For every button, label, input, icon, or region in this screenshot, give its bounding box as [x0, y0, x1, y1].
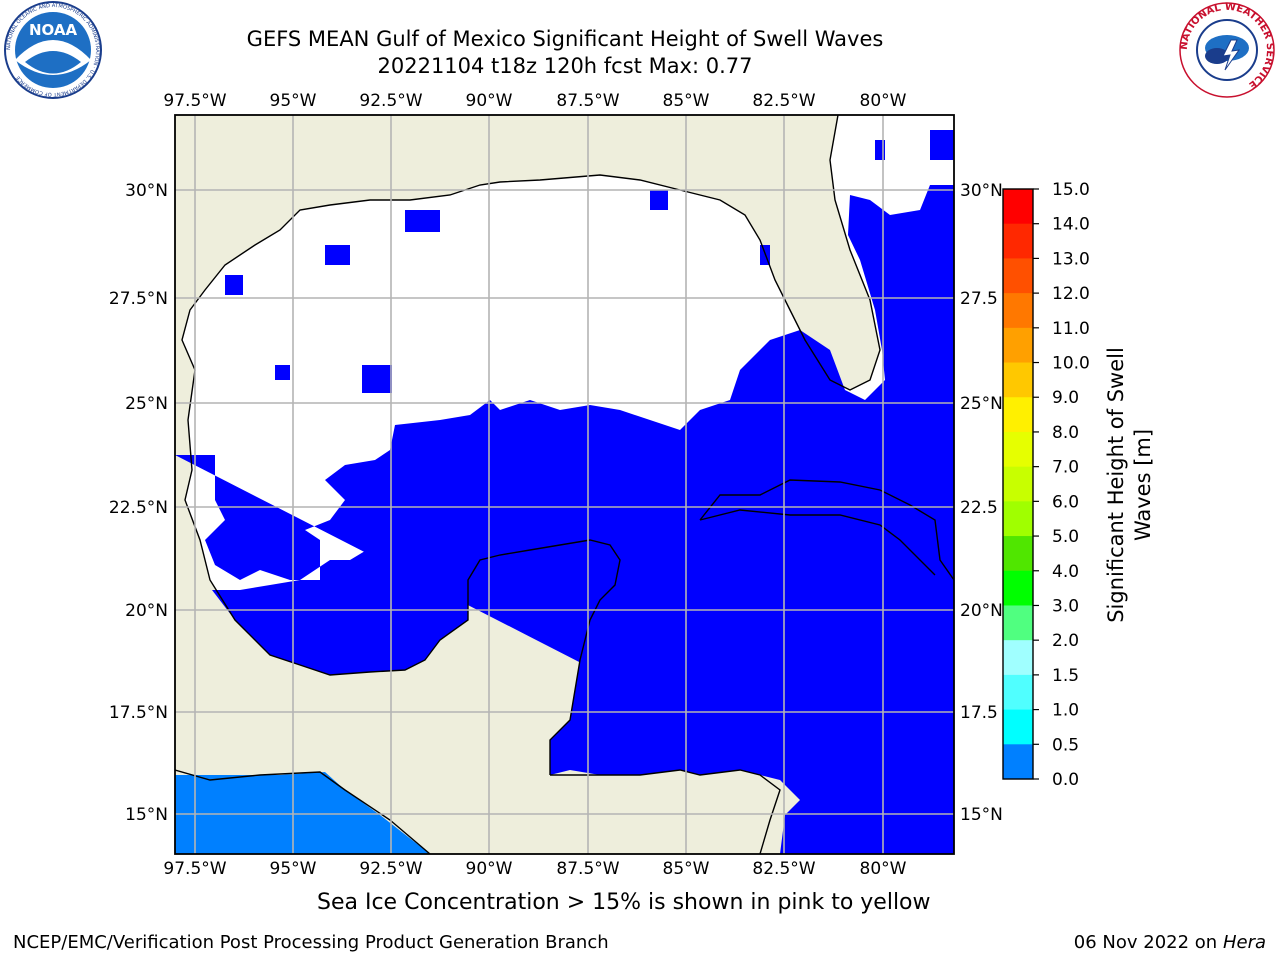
- lon-tick-label: 95°W: [270, 91, 317, 111]
- colorbar-segment: [1003, 744, 1033, 780]
- lat-tick-label-right: 27.5: [960, 289, 998, 309]
- swell-band-0.5-1.0: [175, 772, 430, 854]
- colorbar-tick-label: 15.0: [1052, 180, 1090, 200]
- colorbar-tick-label: 12.0: [1052, 284, 1090, 304]
- colorbar-tick-label: 1.5: [1052, 666, 1079, 686]
- colorbar-segment: [1003, 466, 1033, 502]
- colorbar-tick-label: 4.0: [1052, 562, 1079, 582]
- lat-tick-label-right: 22.5: [960, 498, 998, 518]
- colorbar-segment: [1003, 223, 1033, 259]
- lat-tick-label-right: 17.5: [960, 703, 998, 723]
- lon-tick-label: 97.5°W: [163, 91, 226, 111]
- lat-tick-label: 27.5°N: [109, 289, 168, 309]
- lon-tick-label: 85°W: [663, 91, 710, 111]
- colorbar-tick-label: 5.0: [1052, 527, 1079, 547]
- lon-tick-label: 90°W: [466, 91, 513, 111]
- colorbar-tick-label: 6.0: [1052, 492, 1079, 512]
- colorbar-segment: [1003, 570, 1033, 606]
- colorbar-segment: [1003, 709, 1033, 745]
- swell-patch: [405, 210, 440, 232]
- sea-ice-note: Sea Ice Concentration > 15% is shown in …: [317, 890, 931, 915]
- lon-tick-label-bottom: 87.5°W: [556, 859, 619, 879]
- swell-patch: [362, 365, 392, 393]
- credit-line: NCEP/EMC/Verification Post Processing Pr…: [13, 932, 609, 953]
- colorbar-segment: [1003, 536, 1033, 572]
- colorbar-tick-label: 7.0: [1052, 458, 1079, 478]
- lon-tick-label-bottom: 85°W: [663, 859, 710, 879]
- colorbar-segment: [1003, 501, 1033, 537]
- lon-tick-label-bottom: 80°W: [860, 859, 907, 879]
- colorbar-segment: [1003, 605, 1033, 641]
- coastlines: [175, 115, 954, 854]
- colorbar-segment: [1003, 674, 1033, 711]
- colorbar-segment: [1003, 397, 1033, 433]
- lon-tick-label: 82.5°W: [752, 91, 815, 111]
- colorbar-tick-label: 14.0: [1052, 215, 1090, 235]
- swell-patch: [930, 130, 954, 160]
- colorbar-segment: [1003, 362, 1033, 398]
- lat-tick-label: 17.5°N: [109, 703, 168, 723]
- colorbar-tick-label: 3.0: [1052, 596, 1079, 616]
- lon-tick-label-bottom: 82.5°W: [752, 859, 815, 879]
- swell-patch: [275, 365, 290, 380]
- lon-tick-label: 80°W: [860, 91, 907, 111]
- chart-title: GEFS MEAN Gulf of Mexico Significant Hei…: [246, 27, 884, 51]
- chart-subtitle: 20221104 t18z 120h fcst Max: 0.77: [377, 54, 753, 78]
- lon-tick-label-bottom: 90°W: [466, 859, 513, 879]
- noaa-logo-text: NOAA: [29, 21, 78, 39]
- colorbar-label-line2: Waves [m]: [1131, 429, 1155, 541]
- lon-tick-label-bottom: 95°W: [270, 859, 317, 879]
- host-name: Hera: [1222, 932, 1266, 953]
- swell-patch: [875, 140, 885, 160]
- colorbar-segment: [1003, 431, 1033, 468]
- colorbar-tick-label: 0.5: [1052, 735, 1079, 755]
- lat-tick-label: 15°N: [125, 805, 168, 825]
- date-text: 06 Nov 2022 on: [1073, 932, 1218, 953]
- lat-tick-label: 30°N: [125, 181, 168, 201]
- swell-patch: [650, 190, 668, 210]
- swell-patch: [225, 275, 243, 295]
- colorbar-tick-label: 10.0: [1052, 354, 1090, 374]
- date-line: 06 Nov 2022 on Hera: [1074, 932, 1266, 953]
- colorbar-tick-label: 11.0: [1052, 319, 1090, 339]
- lon-tick-label-bottom: 97.5°W: [163, 859, 226, 879]
- lat-tick-label: 25°N: [125, 394, 168, 414]
- lon-tick-label-bottom: 92.5°W: [359, 859, 422, 879]
- nws-logo-icon: NATIONAL WEATHER SERVICE: [1179, 2, 1275, 98]
- colorbar-tick-label: 0.0: [1052, 770, 1079, 790]
- lat-tick-label-right: 15°N: [960, 805, 1003, 825]
- lon-tick-label: 87.5°W: [556, 91, 619, 111]
- lon-tick-label: 92.5°W: [359, 91, 422, 111]
- lat-tick-label: 20°N: [125, 601, 168, 621]
- colorbar-segment: [1003, 327, 1033, 364]
- colorbar-tick-label: 1.0: [1052, 701, 1079, 721]
- lat-tick-label-right: 25°N: [960, 394, 1003, 414]
- lat-tick-label: 22.5°N: [109, 498, 168, 518]
- colorbar-label-line1: Significant Height of Swell: [1104, 347, 1128, 623]
- colorbar-tick-label: 13.0: [1052, 249, 1090, 269]
- lat-tick-label-right: 20°N: [960, 601, 1003, 621]
- colorbar: 15.0 14.0 13.0 12.0 11.0 10.0 9.0 8.0 7.0 6.0 5.0 4…: [1002, 180, 1090, 790]
- map-frame: [174, 114, 955, 855]
- colorbar-tick-label: 9.0: [1052, 388, 1079, 408]
- colorbar-frame: [1002, 188, 1034, 780]
- colorbar-segment: [1003, 640, 1033, 676]
- colorbar-tick-label: 8.0: [1052, 423, 1079, 443]
- colorbar-segment: [1003, 293, 1033, 329]
- swell-band-0-0.5: [175, 185, 954, 854]
- lat-tick-label-right: 30°N: [960, 181, 1003, 201]
- colorbar-tick-label: 2.0: [1052, 631, 1079, 651]
- colorbar-segment: [1003, 258, 1033, 294]
- graticule: [175, 115, 954, 854]
- colorbar-segment: [1003, 189, 1033, 225]
- swell-patch: [325, 245, 350, 265]
- noaa-logo-icon: NOAA NATIONAL OCEANIC AND ATMOSPHERIC AD…: [4, 1, 102, 99]
